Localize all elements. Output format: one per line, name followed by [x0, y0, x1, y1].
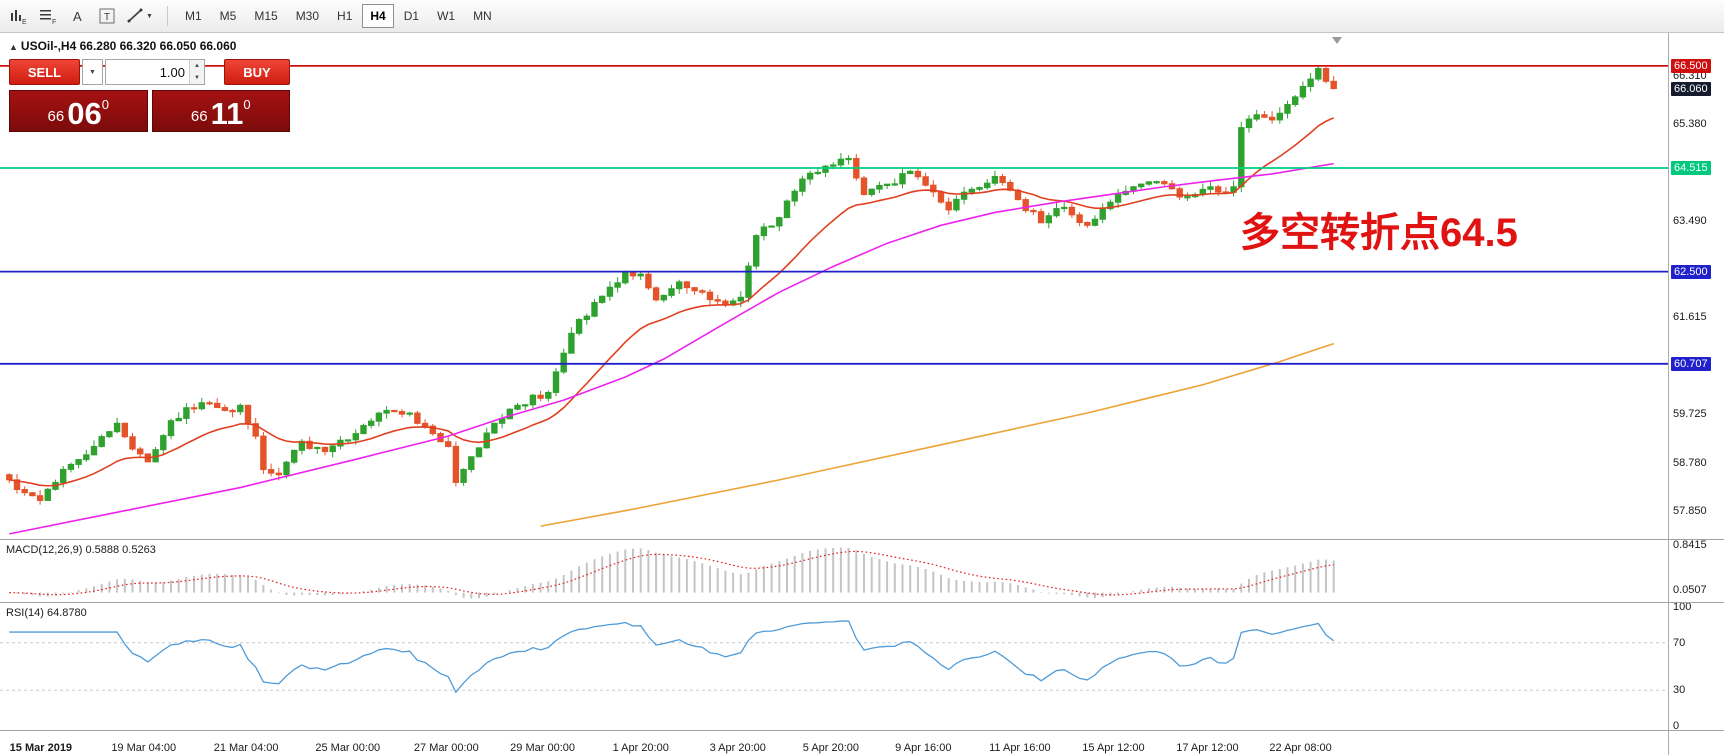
volume-field: ▲ ▼: [105, 59, 205, 85]
text-tool-icon: T: [99, 8, 114, 24]
chart-text-annotation[interactable]: 多空转折点64.5: [1240, 211, 1518, 255]
grid-button[interactable]: F: [35, 3, 62, 29]
volume-decrease-button[interactable]: ▼: [190, 72, 204, 84]
timeframe-h1-button[interactable]: H1: [329, 4, 360, 28]
price-axis-border: [1668, 33, 1669, 755]
text-tool-button[interactable]: T: [93, 3, 120, 29]
pane-divider[interactable]: [0, 730, 1724, 731]
ask-price-sup: 0: [243, 97, 251, 112]
price-axis[interactable]: [1669, 33, 1724, 755]
buy-button[interactable]: BUY: [224, 59, 290, 85]
toolbar-separator: [167, 6, 168, 26]
bid-price-big: 06: [67, 95, 102, 131]
one-click-trading-panel: SELL ▼ ▲ ▼ BUY 66 06 0 66 11 0: [9, 59, 290, 132]
bid-price-sup: 0: [101, 97, 109, 112]
chart-mode-button[interactable]: E: [6, 3, 33, 29]
time-axis[interactable]: [0, 731, 1668, 755]
timeframe-m15-button[interactable]: M15: [246, 4, 285, 28]
chart-shift-marker-icon: [1332, 37, 1342, 44]
ask-price-prefix: 66: [190, 108, 208, 125]
trendline-tool-icon: [127, 8, 143, 23]
ask-price-big: 11: [210, 95, 244, 131]
macd-indicator-label: MACD(12,26,9) 0.5888 0.5263: [6, 544, 156, 556]
pane-divider[interactable]: [0, 539, 1724, 540]
volume-increase-button[interactable]: ▲: [190, 60, 204, 72]
timeframe-mn-button[interactable]: MN: [465, 4, 500, 28]
symbol-marker-icon: ▲: [9, 42, 18, 52]
label-a-icon: A: [73, 9, 82, 24]
svg-text:E: E: [22, 19, 27, 25]
bar-chart-e-icon: E: [11, 10, 27, 25]
rsi-indicator-label: RSI(14) 64.8780: [6, 607, 87, 619]
symbol-ohlc-text: USOil-,H4 66.280 66.320 66.050 66.060: [20, 39, 237, 53]
volume-dropdown-button[interactable]: ▼: [82, 59, 103, 85]
chevron-down-icon: ▼: [89, 68, 96, 76]
label-tool-button[interactable]: A: [64, 3, 91, 29]
chevron-down-icon: ▼: [146, 12, 153, 20]
draw-tools-button[interactable]: ▼: [122, 3, 158, 29]
chart-header: ▲ USOil-,H4 66.280 66.320 66.050 66.060: [9, 39, 236, 53]
svg-text:A: A: [73, 9, 82, 24]
toolbar: E F A T ▼ M1 M5 M15 M30 H1 H4 D1 W1: [0, 0, 1724, 33]
grid-f-icon: F: [40, 10, 56, 25]
timeframe-m30-button[interactable]: M30: [288, 4, 327, 28]
timeframe-w1-button[interactable]: W1: [429, 4, 463, 28]
volume-input[interactable]: [106, 60, 189, 84]
svg-text:F: F: [52, 19, 56, 25]
timeframe-d1-button[interactable]: D1: [396, 4, 427, 28]
sell-button[interactable]: SELL: [9, 59, 80, 85]
svg-text:T: T: [104, 12, 110, 23]
ask-price-box[interactable]: 66 11 0: [151, 90, 290, 132]
pane-divider[interactable]: [0, 602, 1724, 603]
bid-price-box[interactable]: 66 06 0: [9, 90, 148, 132]
timeframe-h4-button[interactable]: H4: [362, 4, 394, 28]
bid-price-prefix: 66: [47, 108, 65, 125]
timeframe-m1-button[interactable]: M1: [177, 4, 210, 28]
timeframe-m5-button[interactable]: M5: [212, 4, 245, 28]
